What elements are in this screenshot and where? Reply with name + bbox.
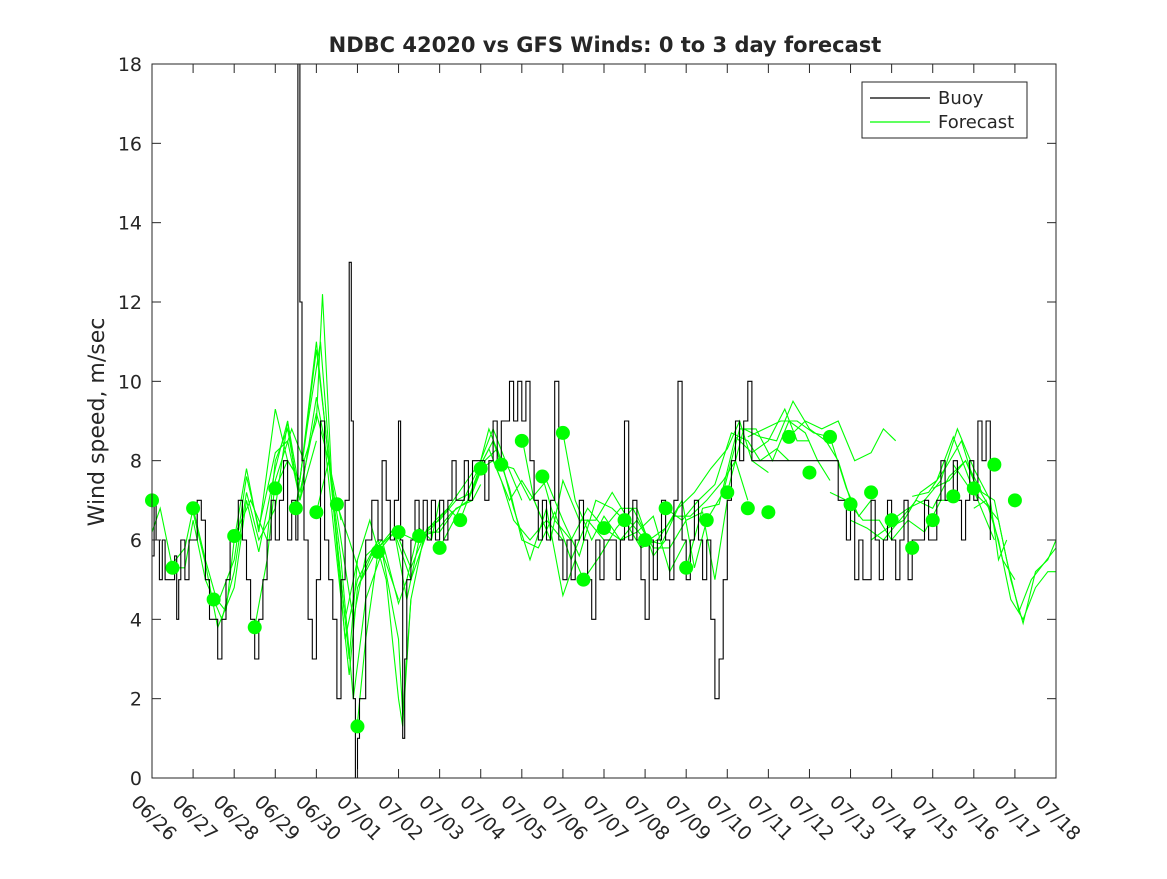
forecast-analysis-point-12 [391, 525, 406, 540]
forecast-analysis-point-29 [740, 501, 755, 516]
forecast-run-line-30 [788, 420, 897, 462]
forecast-run-line-36 [932, 459, 1056, 614]
forecast-analysis-point-1 [165, 560, 180, 575]
forecast-run-line-25 [665, 432, 790, 521]
buoy-line [152, 63, 991, 778]
forecast-analysis-point-7 [288, 501, 303, 516]
forecast-analysis-point-17 [494, 457, 509, 472]
forecast-analysis-point-35 [864, 485, 879, 500]
forecast-analysis-point-11 [371, 544, 385, 559]
forecast-analysis-point-8 [309, 505, 324, 520]
forecast-run-line-9 [336, 504, 461, 600]
forecast-analysis-point-4 [227, 529, 242, 544]
forecast-analysis-point-19 [535, 469, 550, 484]
forecast-run-line-38 [973, 499, 1056, 621]
y-axis-label: Wind speed, m/sec [85, 318, 110, 527]
forecast-analysis-point-42 [1007, 493, 1022, 508]
forecast-analysis-point-36 [884, 513, 899, 528]
forecast-analysis-point-2 [186, 501, 201, 516]
y-tick-label-2: 4 [130, 609, 142, 631]
y-tick-label-8: 16 [118, 133, 142, 155]
legend: Buoy Forecast [861, 81, 1028, 139]
y-tick-label-5: 10 [118, 371, 142, 393]
y-tick-label-0: 0 [130, 768, 142, 790]
forecast-run-line-7 [295, 341, 424, 727]
y-tick-label-9: 18 [118, 54, 142, 76]
forecast-analysis-point-39 [946, 489, 961, 504]
forecast-analysis-point-40 [966, 481, 981, 496]
forecast-analysis-point-6 [268, 481, 283, 496]
forecast-analysis-point-14 [432, 540, 447, 555]
forecast-analysis-point-41 [987, 457, 1002, 472]
forecast-analysis-point-9 [329, 497, 344, 512]
forecast-run-line-28 [726, 399, 852, 501]
forecast-analysis-point-37 [905, 540, 920, 555]
y-tick-label-4: 8 [130, 451, 142, 473]
forecast-analysis-point-32 [802, 465, 817, 480]
forecast-run-line-15 [459, 427, 585, 598]
forecast-analysis-point-18 [514, 433, 529, 448]
forecast-analysis-point-3 [206, 592, 221, 607]
forecast-run-line-2 [192, 412, 342, 630]
forecast-analysis-point-24 [638, 533, 653, 547]
forecast-run-line-34 [891, 427, 1008, 562]
y-tick-label-1: 2 [130, 689, 142, 711]
forecast-analysis-point-21 [576, 572, 591, 587]
y-tick-label-3: 6 [130, 530, 142, 552]
chart-title: NDBC 42020 vs GFS Winds: 0 to 3 day fore… [329, 33, 882, 57]
forecast-analysis-point-5 [247, 620, 262, 635]
forecast-analysis-point-26 [679, 560, 694, 575]
forecast-analysis-point-38 [925, 513, 940, 528]
forecast-run-line-16 [480, 439, 605, 562]
forecast-analysis-point-22 [597, 521, 611, 536]
forecast-analysis-point-25 [658, 501, 673, 516]
forecast-analysis-point-27 [699, 513, 714, 528]
forecast-analysis-point-20 [555, 425, 570, 440]
forecast-analysis-point-15 [453, 513, 468, 528]
y-tick-label-6: 12 [118, 292, 142, 314]
series-layer [145, 63, 1056, 778]
forecast-analysis-point-13 [412, 529, 427, 544]
forecast-run-line-17 [501, 464, 625, 558]
forecast-run-line-10 [356, 484, 482, 723]
forecast-run-line-24 [644, 419, 769, 545]
forecast-analysis-point-10 [350, 719, 365, 734]
y-tick-label-7: 14 [118, 213, 142, 235]
forecast-analysis-point-16 [473, 461, 488, 476]
forecast-analysis-point-30 [761, 505, 776, 520]
forecast-analysis-point-34 [843, 497, 858, 512]
legend-label-buoy: Buoy [938, 88, 984, 109]
forecast-analysis-point-33 [823, 429, 837, 444]
forecast-analysis-point-31 [781, 429, 796, 444]
legend-label-forecast: Forecast [938, 112, 1014, 133]
forecast-analysis-point-28 [720, 485, 735, 500]
legend-box [861, 81, 1028, 139]
forecast-analysis-point-23 [617, 513, 632, 528]
